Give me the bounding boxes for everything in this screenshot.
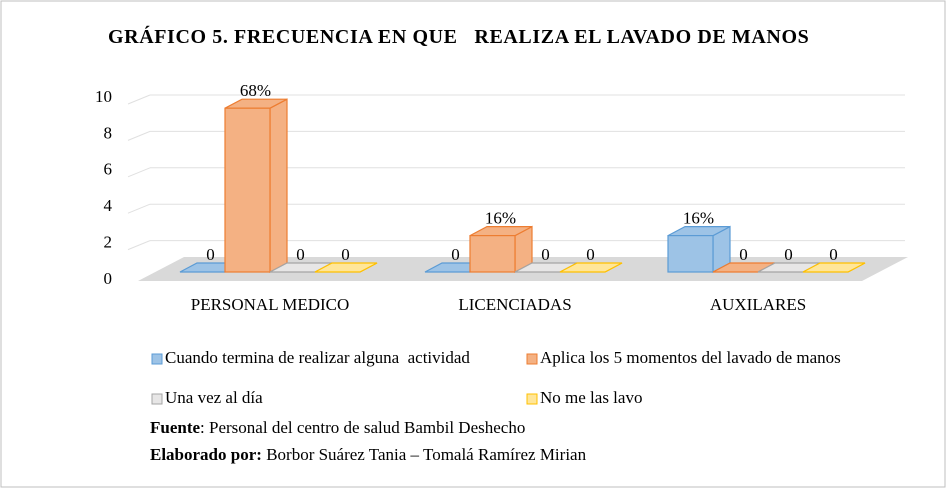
bar <box>469 235 516 273</box>
y-tick-label: 4 <box>104 196 113 215</box>
bar <box>667 235 714 273</box>
data-label: 0 <box>739 245 748 264</box>
x-tick-label: LICENCIADAS <box>458 295 571 314</box>
y-tick-label: 8 <box>104 123 113 142</box>
bar <box>224 107 271 273</box>
data-label: 0 <box>586 245 595 264</box>
data-label: 0 <box>451 245 460 264</box>
data-label: 0 <box>784 245 793 264</box>
grid-line <box>127 94 151 105</box>
source-label: Fuente <box>150 418 201 437</box>
legend-label: Una vez al día <box>165 388 263 407</box>
x-tick-label: AUXILARES <box>710 295 806 314</box>
bar-side <box>269 98 288 273</box>
legend-label: Cuando termina de realizar alguna activi… <box>165 348 470 367</box>
bar-top <box>314 262 378 273</box>
legend-swatch <box>526 353 538 365</box>
source: Fuente: Personal del centro de salud Bam… <box>150 418 525 437</box>
data-label: 0 <box>829 245 838 264</box>
y-tick-label: 2 <box>104 233 113 252</box>
legend-swatch <box>151 393 163 405</box>
data-label: 16% <box>485 209 516 228</box>
author-label: Elaborado por: <box>150 445 262 464</box>
data-label: 68% <box>240 81 271 100</box>
grid-line <box>127 203 151 214</box>
bar-top <box>802 262 866 273</box>
y-tick-label: 6 <box>104 160 113 179</box>
source-text: : Personal del centro de salud Bambil De… <box>200 418 525 437</box>
grid-line <box>127 130 151 141</box>
legend-swatch <box>151 353 163 365</box>
author-text: Borbor Suárez Tania – Tomalá Ramírez Mir… <box>262 445 587 464</box>
y-tick-label: 10 <box>95 87 112 106</box>
grid-line <box>127 167 151 178</box>
legend-swatch <box>526 393 538 405</box>
legend-label: Aplica los 5 momentos del lavado de mano… <box>540 348 841 367</box>
author: Elaborado por: Borbor Suárez Tania – Tom… <box>150 445 587 464</box>
bar-top <box>559 262 623 273</box>
y-tick-label: 0 <box>104 269 113 288</box>
data-label: 0 <box>541 245 550 264</box>
x-tick-label: PERSONAL MEDICO <box>191 295 350 314</box>
data-label: 0 <box>296 245 305 264</box>
chart-title: GRÁFICO 5. FRECUENCIA EN QUE REALIZA EL … <box>108 26 810 48</box>
data-label: 0 <box>206 245 215 264</box>
data-label: 0 <box>341 245 350 264</box>
data-label: 16% <box>683 209 714 228</box>
grid-line <box>127 240 151 251</box>
legend-label: No me las lavo <box>540 388 642 407</box>
